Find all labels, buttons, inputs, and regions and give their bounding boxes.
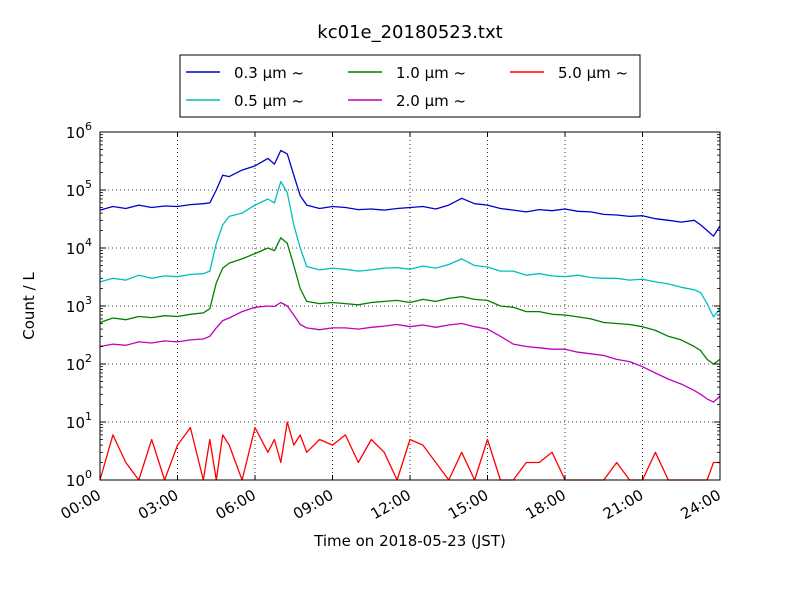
legend-label: 0.3 μm ~ xyxy=(234,64,304,82)
series-line-3 xyxy=(99,301,721,403)
y-tick-label-exponent: 5 xyxy=(85,178,92,191)
legend-label: 1.0 μm ~ xyxy=(396,64,466,82)
y-tick-label-base: 10 xyxy=(66,472,85,490)
y-tick-label: 101 xyxy=(66,410,92,432)
y-tick-label-base: 10 xyxy=(66,414,85,432)
y-tick-label: 105 xyxy=(66,178,92,200)
y-tick-label-exponent: 6 xyxy=(85,120,92,133)
series-line-2 xyxy=(99,237,721,365)
series-line-0 xyxy=(99,149,721,237)
y-tick-label-base: 10 xyxy=(66,240,85,258)
legend-label: 2.0 μm ~ xyxy=(396,92,466,110)
chart-title: kc01e_20180523.txt xyxy=(317,22,502,43)
y-tick-label-base: 10 xyxy=(66,356,85,374)
y-axis-label: Count / L xyxy=(20,272,38,340)
y-tick-label-exponent: 4 xyxy=(85,236,92,249)
y-tick-label: 100 xyxy=(66,468,92,490)
y-tick-label: 104 xyxy=(66,236,92,258)
y-tick-label-base: 10 xyxy=(66,124,85,142)
y-tick-label-exponent: 3 xyxy=(85,294,92,307)
y-tick-label-exponent: 0 xyxy=(85,468,92,481)
series-layer xyxy=(99,149,721,481)
legend-label: 0.5 μm ~ xyxy=(234,92,304,110)
y-tick-label-base: 10 xyxy=(66,182,85,200)
legend-label: 5.0 μm ~ xyxy=(558,64,628,82)
y-tick-label-exponent: 2 xyxy=(85,352,92,365)
legend: 0.3 μm ~ 0.5 μm ~ 1.0 μm ~ 2.0 μm ~ 5.0 μm ~ xyxy=(179,54,641,118)
series-line-1 xyxy=(99,180,721,318)
y-tick-label: 102 xyxy=(66,352,92,374)
y-tick-label: 106 xyxy=(66,120,92,142)
y-tick-label-base: 10 xyxy=(66,298,85,316)
legend-box xyxy=(179,54,641,118)
x-axis-label: Time on 2018-05-23 (JST) xyxy=(313,532,506,550)
y-tick-label: 103 xyxy=(66,294,92,316)
series-line-4 xyxy=(99,421,720,481)
axes: 00:00 03:00 06:00 09:00 12:00 15:00 18:00 21:00… xyxy=(58,120,724,523)
grid xyxy=(100,132,720,480)
y-tick-label-exponent: 1 xyxy=(85,410,92,423)
